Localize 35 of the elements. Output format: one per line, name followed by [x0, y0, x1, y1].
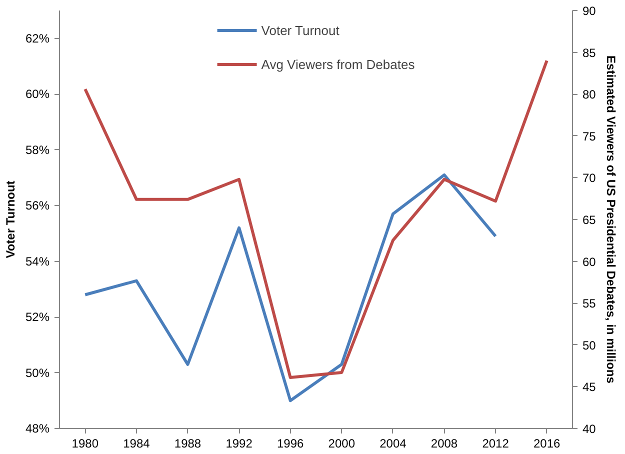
x-tick-label: 1980: [72, 436, 99, 450]
x-tick-label: 2016: [534, 436, 561, 450]
legend-label: Voter Turnout: [261, 22, 340, 38]
y2-tick-label: 40: [582, 422, 596, 436]
y-tick-label: 48%: [25, 422, 50, 436]
y-tick-label: 62%: [25, 31, 50, 46]
y2-tick-label: 45: [582, 380, 596, 394]
y-axis-title: Voter Turnout: [3, 180, 18, 258]
x-tick-label: 2004: [380, 436, 407, 450]
y-tick-label: 54%: [25, 254, 50, 268]
x-tick-label: 1992: [226, 436, 253, 450]
line-series: [84, 173, 498, 402]
line-series: [84, 59, 548, 380]
y-tick-label: 50%: [25, 366, 50, 380]
y2-tick-label: 55: [582, 296, 596, 311]
x-tick-label: 1988: [174, 436, 202, 450]
y2-tick-label: 65: [582, 213, 596, 227]
y2-tick-label: 70: [582, 171, 596, 186]
y-tick-label: 52%: [25, 310, 50, 324]
x-tick-label: 2012: [482, 436, 510, 450]
y2-tick-label: 80: [582, 88, 596, 102]
y-tick-label: 60%: [25, 87, 50, 102]
y-tick-label: 58%: [25, 142, 50, 157]
y2-axis-title: Estimated Viewers of US Presidential Debates, in millions: [604, 56, 618, 384]
y2-tick-label: 85: [582, 46, 596, 60]
y-tick-label: 56%: [25, 198, 50, 213]
x-tick-label: 1996: [277, 436, 304, 450]
y2-tick-label: 50: [582, 338, 596, 352]
x-tick-label: 2008: [430, 436, 458, 450]
y2-tick-label: 60: [582, 254, 596, 269]
y2-tick-label: 90: [582, 4, 596, 18]
y2-tick-label: 75: [582, 129, 596, 144]
legend-label: Avg Viewers from Debates: [261, 56, 415, 72]
x-tick-label: 2000: [328, 436, 356, 450]
x-tick-label: 1984: [123, 436, 150, 450]
